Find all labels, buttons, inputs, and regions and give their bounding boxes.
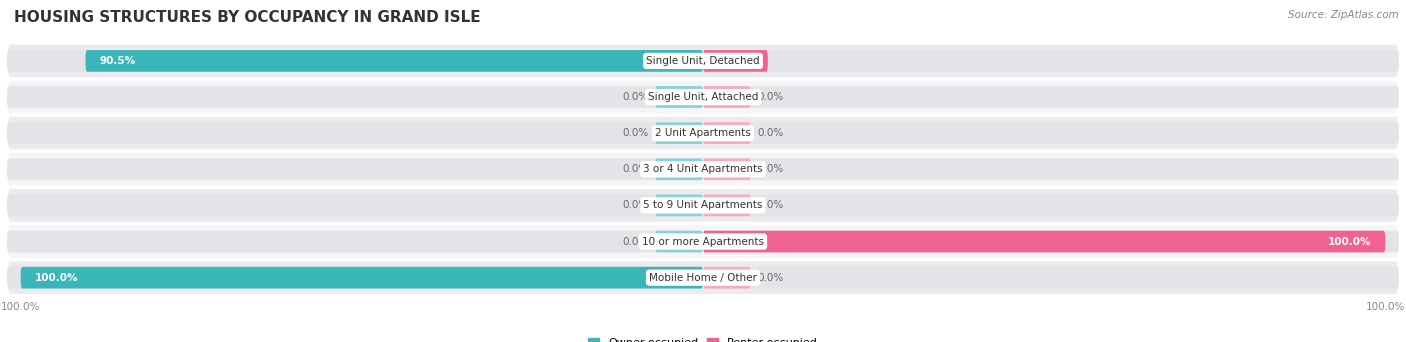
FancyBboxPatch shape — [7, 195, 703, 216]
FancyBboxPatch shape — [655, 158, 703, 180]
FancyBboxPatch shape — [7, 158, 703, 180]
FancyBboxPatch shape — [703, 158, 1399, 180]
FancyBboxPatch shape — [86, 50, 703, 72]
Text: 0.0%: 0.0% — [623, 237, 648, 247]
FancyBboxPatch shape — [7, 224, 1399, 259]
FancyBboxPatch shape — [703, 50, 768, 72]
FancyBboxPatch shape — [703, 122, 1399, 144]
Text: 0.0%: 0.0% — [623, 164, 648, 174]
FancyBboxPatch shape — [703, 267, 1399, 289]
Text: Mobile Home / Other: Mobile Home / Other — [650, 273, 756, 283]
Text: 0.0%: 0.0% — [758, 128, 783, 138]
Text: 0.0%: 0.0% — [623, 92, 648, 102]
FancyBboxPatch shape — [703, 267, 751, 289]
FancyBboxPatch shape — [655, 231, 703, 252]
Legend: Owner-occupied, Renter-occupied: Owner-occupied, Renter-occupied — [588, 338, 818, 342]
FancyBboxPatch shape — [7, 260, 1399, 295]
Text: 10 or more Apartments: 10 or more Apartments — [643, 237, 763, 247]
Text: 0.0%: 0.0% — [623, 200, 648, 210]
Text: 0.0%: 0.0% — [758, 92, 783, 102]
FancyBboxPatch shape — [21, 267, 703, 289]
FancyBboxPatch shape — [7, 188, 1399, 223]
Text: 100.0%: 100.0% — [1329, 237, 1372, 247]
Text: 90.5%: 90.5% — [100, 56, 135, 66]
Text: 100.0%: 100.0% — [34, 273, 77, 283]
FancyBboxPatch shape — [7, 152, 1399, 187]
FancyBboxPatch shape — [655, 195, 703, 216]
FancyBboxPatch shape — [655, 86, 703, 108]
FancyBboxPatch shape — [703, 50, 1399, 72]
FancyBboxPatch shape — [7, 231, 703, 252]
FancyBboxPatch shape — [703, 195, 1399, 216]
Text: 9.5%: 9.5% — [725, 56, 754, 66]
Text: 0.0%: 0.0% — [758, 273, 783, 283]
FancyBboxPatch shape — [703, 122, 751, 144]
Text: 0.0%: 0.0% — [623, 128, 648, 138]
FancyBboxPatch shape — [703, 195, 751, 216]
Text: Single Unit, Attached: Single Unit, Attached — [648, 92, 758, 102]
Text: 5 to 9 Unit Apartments: 5 to 9 Unit Apartments — [644, 200, 762, 210]
FancyBboxPatch shape — [7, 50, 703, 72]
FancyBboxPatch shape — [703, 86, 1399, 108]
FancyBboxPatch shape — [7, 267, 703, 289]
Text: 3 or 4 Unit Apartments: 3 or 4 Unit Apartments — [643, 164, 763, 174]
Text: 0.0%: 0.0% — [758, 200, 783, 210]
FancyBboxPatch shape — [655, 122, 703, 144]
FancyBboxPatch shape — [703, 158, 751, 180]
FancyBboxPatch shape — [703, 231, 1385, 252]
FancyBboxPatch shape — [7, 122, 703, 144]
FancyBboxPatch shape — [703, 231, 1399, 252]
Text: Source: ZipAtlas.com: Source: ZipAtlas.com — [1288, 10, 1399, 20]
Text: HOUSING STRUCTURES BY OCCUPANCY IN GRAND ISLE: HOUSING STRUCTURES BY OCCUPANCY IN GRAND… — [14, 10, 481, 25]
FancyBboxPatch shape — [7, 116, 1399, 150]
FancyBboxPatch shape — [7, 43, 1399, 78]
Text: 2 Unit Apartments: 2 Unit Apartments — [655, 128, 751, 138]
FancyBboxPatch shape — [7, 86, 703, 108]
FancyBboxPatch shape — [703, 86, 751, 108]
Text: 0.0%: 0.0% — [758, 164, 783, 174]
Text: Single Unit, Detached: Single Unit, Detached — [647, 56, 759, 66]
FancyBboxPatch shape — [7, 80, 1399, 114]
